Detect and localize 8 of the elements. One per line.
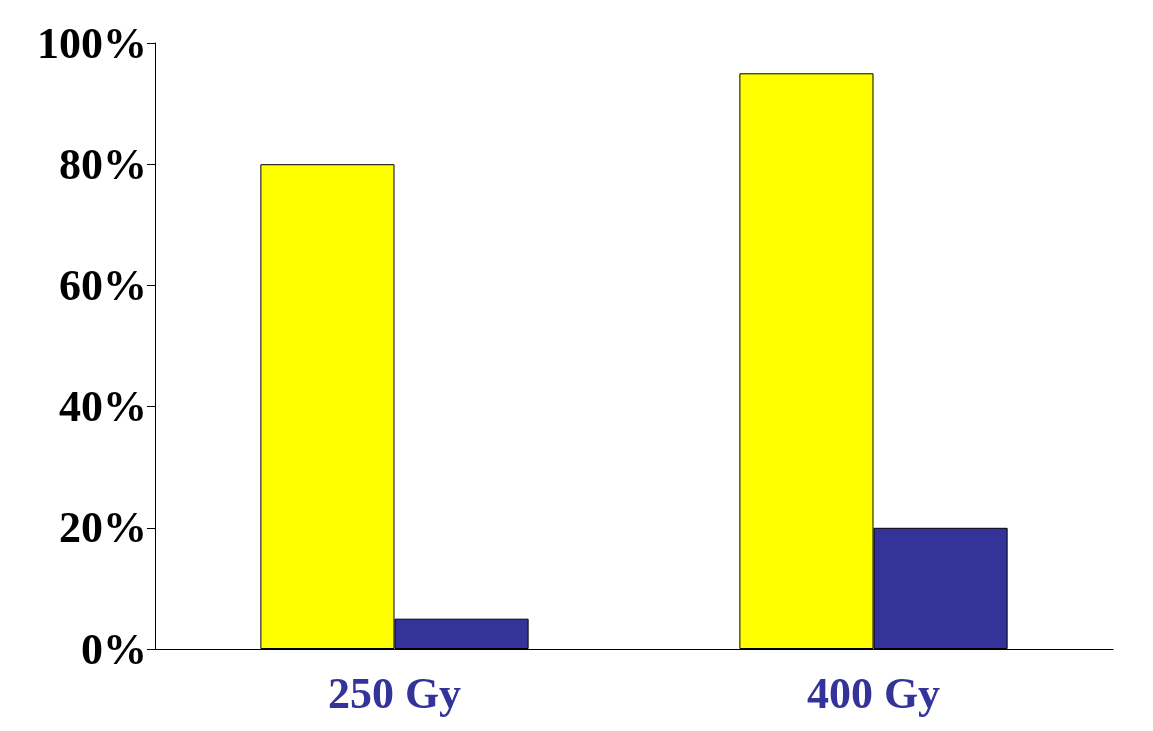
y-tick-label: 100% xyxy=(37,18,147,68)
y-tick-label: 20% xyxy=(59,503,147,553)
y-tick-label: 80% xyxy=(59,139,147,189)
y-tick-label: 40% xyxy=(59,382,147,432)
x-tick-label: 250 Gy xyxy=(327,668,462,718)
y-tick-label: 0% xyxy=(81,624,147,674)
x-tick-label: 400 Gy xyxy=(806,668,941,718)
y-tick-label: 60% xyxy=(59,260,147,310)
